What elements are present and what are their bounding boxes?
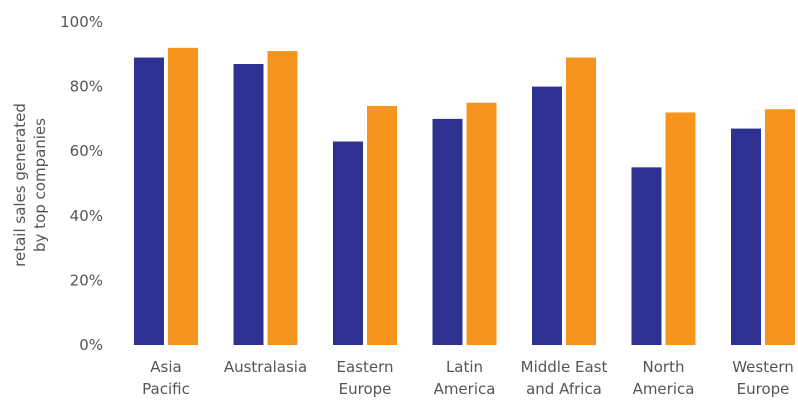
bar-series-2-cat-1 — [168, 47, 198, 346]
bar-series-1-cat-6 — [631, 167, 662, 345]
y-axis-label: retail sales generated by top companies — [11, 103, 49, 267]
bars — [134, 47, 795, 346]
y-tick-label: 0% — [79, 336, 103, 354]
x-category-label-line: America — [633, 380, 695, 398]
x-category-label-line: Eastern — [336, 358, 393, 376]
bar-series-1-cat-4 — [432, 118, 463, 346]
x-category-label: Latin America — [434, 358, 496, 398]
x-category-label: North America — [633, 358, 695, 398]
x-category-label-line: Europe — [737, 380, 790, 398]
bar-series-1-cat-2 — [233, 63, 264, 346]
x-category-label: Middle East and Africa — [521, 358, 608, 398]
bar-series-1-cat-1 — [134, 57, 164, 345]
x-category-label-line: Australasia — [224, 358, 307, 376]
x-category-label: Australasia — [224, 358, 307, 376]
bar-series-1-cat-7 — [731, 128, 761, 345]
x-category-label-line: Western — [732, 358, 794, 376]
y-axis-label-line-1: retail sales generated — [11, 103, 29, 267]
bar-series-2-cat-6 — [665, 112, 696, 345]
x-category-label-line: America — [434, 380, 496, 398]
y-tick-label: 80% — [70, 78, 103, 96]
bar-series-2-cat-7 — [765, 109, 795, 346]
x-category-label: Asia Pacific — [142, 358, 190, 398]
x-axis-categories: Asia Pacific Australasia Eastern Europe Latin… — [142, 358, 794, 398]
y-tick-label: 100% — [60, 13, 103, 31]
bar-series-1-cat-5 — [532, 86, 562, 345]
y-tick-label: 40% — [70, 207, 103, 225]
x-category-label-line: Asia — [150, 358, 181, 376]
y-tick-label: 20% — [70, 271, 103, 289]
x-category-label: Eastern Europe — [336, 358, 393, 398]
x-category-label: Western Europe — [732, 358, 794, 398]
y-axis-label-line-2: by top companies — [31, 118, 49, 252]
bar-series-2-cat-2 — [267, 51, 298, 345]
x-category-label-line: Pacific — [142, 380, 190, 398]
x-category-label-line: Europe — [339, 380, 392, 398]
x-category-label-line: Latin — [446, 358, 483, 376]
bar-series-2-cat-5 — [566, 57, 596, 345]
bar-series-2-cat-4 — [466, 102, 497, 345]
bar-series-2-cat-3 — [367, 105, 397, 345]
y-axis-ticks: 0% 20% 40% 60% 80% 100% — [60, 13, 103, 354]
bar-series-1-cat-3 — [333, 141, 363, 345]
x-category-label-line: Middle East — [521, 358, 608, 376]
y-tick-label: 60% — [70, 142, 103, 160]
x-category-label-line: and Africa — [526, 380, 602, 398]
x-category-label-line: North — [643, 358, 685, 376]
